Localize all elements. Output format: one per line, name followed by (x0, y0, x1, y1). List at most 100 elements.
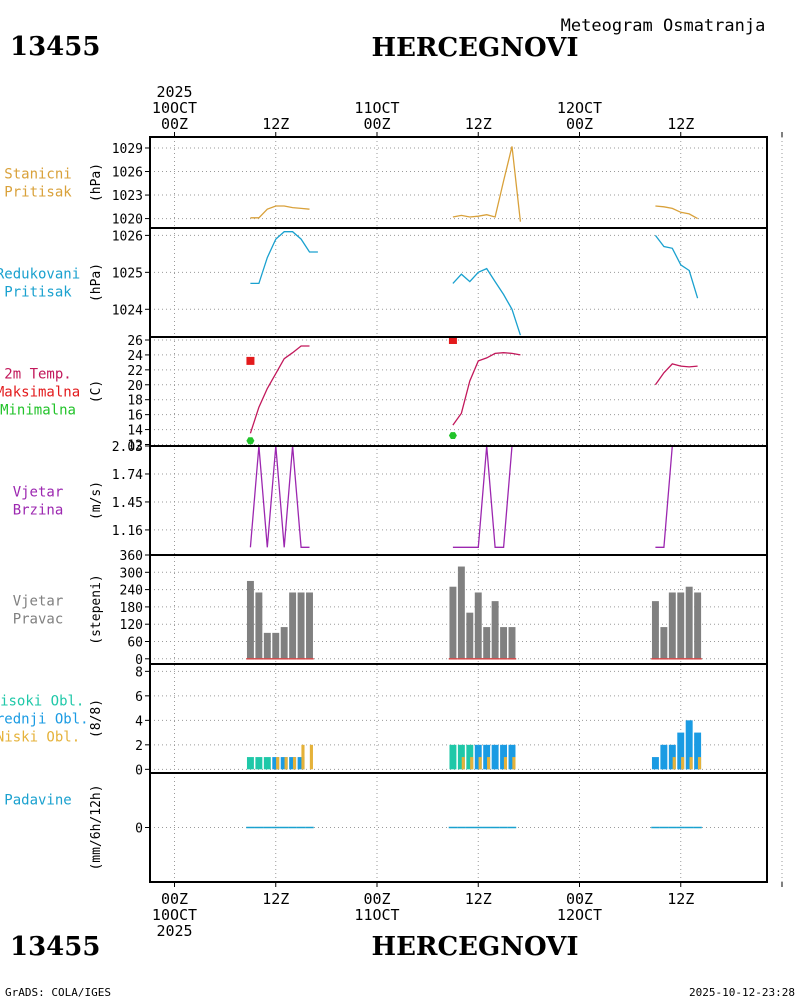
station-id-bottom: 13455 (10, 932, 100, 962)
panel-label: Visoki Obl. (0, 694, 84, 710)
direction-bar (297, 592, 305, 659)
panel-frame (149, 136, 768, 229)
direction-bar (246, 580, 254, 659)
panel-label: Pravac (13, 612, 64, 628)
direction-bar (491, 601, 499, 659)
cloud-bar (474, 744, 482, 770)
time-tick-label-bottom: 12Z (465, 890, 492, 908)
direction-bar (289, 592, 297, 659)
cloud-bar (297, 757, 305, 770)
cloud-bar (677, 732, 685, 770)
time-tick-label-top: 00Z (566, 115, 593, 133)
series-line (249, 445, 310, 548)
panel-label: Redukovani (0, 267, 80, 283)
y-axis-label: (hPa) (89, 163, 104, 202)
y-tick-label: 4 (135, 714, 143, 729)
time-tick-label-top: 00Z (161, 115, 188, 133)
y-tick-label: 120 (120, 618, 143, 633)
cloud-bar (508, 744, 516, 770)
y-axis-label: (hPa) (89, 263, 104, 302)
direction-bar (668, 592, 676, 659)
series-line (452, 445, 513, 548)
tmax-marker (448, 335, 457, 344)
y-axis-label: (stepeni) (89, 574, 104, 644)
y-tick-label: 2.03 (112, 440, 143, 455)
render-timestamp: 2025-10-12-23:28 (689, 986, 795, 999)
cloud-bar (491, 744, 499, 770)
direction-bar (677, 592, 685, 659)
series-line (452, 352, 521, 426)
panel-frame (149, 445, 768, 556)
time-tick-label-bottom: 12OCT (557, 906, 602, 924)
y-tick-label: 1.74 (112, 468, 143, 483)
direction-bar (280, 627, 288, 659)
direction-bar (457, 566, 465, 659)
time-tick-label-top: 2025 (156, 83, 192, 101)
direction-bar (272, 632, 280, 659)
direction-bar (474, 592, 482, 659)
cloud-bar (689, 757, 693, 770)
direction-bar (651, 601, 659, 659)
y-tick-label: 60 (127, 636, 143, 651)
y-tick-label: 2 (135, 739, 143, 754)
time-tick-label-bottom: 00Z (161, 890, 188, 908)
series-line (249, 345, 310, 434)
panel-label: Pritisak (4, 185, 72, 201)
cloud-bar (289, 757, 297, 770)
tmax-marker (246, 356, 255, 365)
cloud-bar (503, 757, 508, 770)
y-tick-label: 1.16 (112, 524, 143, 539)
y-axis-label: (C) (89, 380, 104, 403)
y-tick-label: 360 (120, 549, 143, 564)
direction-bar (255, 592, 263, 659)
panel-oblacnost: 0 2 4 6 8 (8/8) Visoki Obl. Srednji Obl. Niski O… (0, 663, 768, 778)
direction-bar (685, 586, 693, 659)
time-tick-label-top: 10OCT (152, 99, 197, 117)
direction-bar (694, 592, 702, 659)
cloud-bar (280, 757, 288, 770)
y-axis-label: (mm/6h/12h) (89, 784, 104, 870)
y-tick-label: 26 (127, 334, 143, 349)
panel-frame (149, 227, 768, 338)
cloud-bar (449, 744, 457, 770)
y-axis-label: (8/8) (89, 699, 104, 738)
cloud-bar (685, 720, 693, 770)
cloud-bar (694, 732, 702, 770)
panel-label: Pritisak (4, 285, 72, 301)
y-tick-label: 24 (127, 349, 143, 364)
y-tick-label: 1026 (112, 166, 143, 181)
y-tick-label: 14 (127, 424, 143, 439)
cloud-bar (246, 757, 254, 770)
cloud-bar (512, 757, 516, 770)
panel-label: Stanicni (4, 167, 71, 183)
y-tick-label: 0 (135, 653, 143, 668)
cloud-bar (500, 744, 508, 770)
panel-label: Vjetar (13, 485, 64, 501)
y-tick-label: 18 (127, 394, 143, 409)
y-tick-label: 1.45 (112, 496, 143, 511)
series-line (654, 235, 699, 299)
y-tick-label: 0 (135, 763, 143, 778)
cloud-bar (487, 757, 491, 770)
panel-vjetar-brzina: 1.16 1.45 1.74 2.03 (m/s) Vjetar Brzina (13, 440, 768, 556)
y-axis-label: (m/s) (89, 481, 104, 520)
series-line (655, 205, 698, 220)
panel-label: Minimalna (0, 403, 76, 419)
meteogram-subtitle: Meteogram Osmatranja (561, 16, 766, 36)
y-tick-label: 22 (127, 364, 143, 379)
direction-bar (483, 627, 491, 659)
cloud-bar (697, 757, 702, 770)
cloud-bar (681, 757, 685, 770)
cloud-bar (301, 744, 305, 770)
panel-padavine: 0 (mm/6h/12h) Padavine (4, 772, 768, 883)
y-tick-label: 16 (127, 409, 143, 424)
series-line (250, 231, 318, 285)
series-line (452, 146, 522, 222)
y-tick-label: 6 (135, 690, 143, 705)
direction-bar (306, 592, 313, 659)
y-tick-label: 1026 (112, 229, 143, 244)
time-tick-label-bottom: 10OCT (152, 906, 197, 924)
panel-label: Maksimalna (0, 385, 80, 401)
